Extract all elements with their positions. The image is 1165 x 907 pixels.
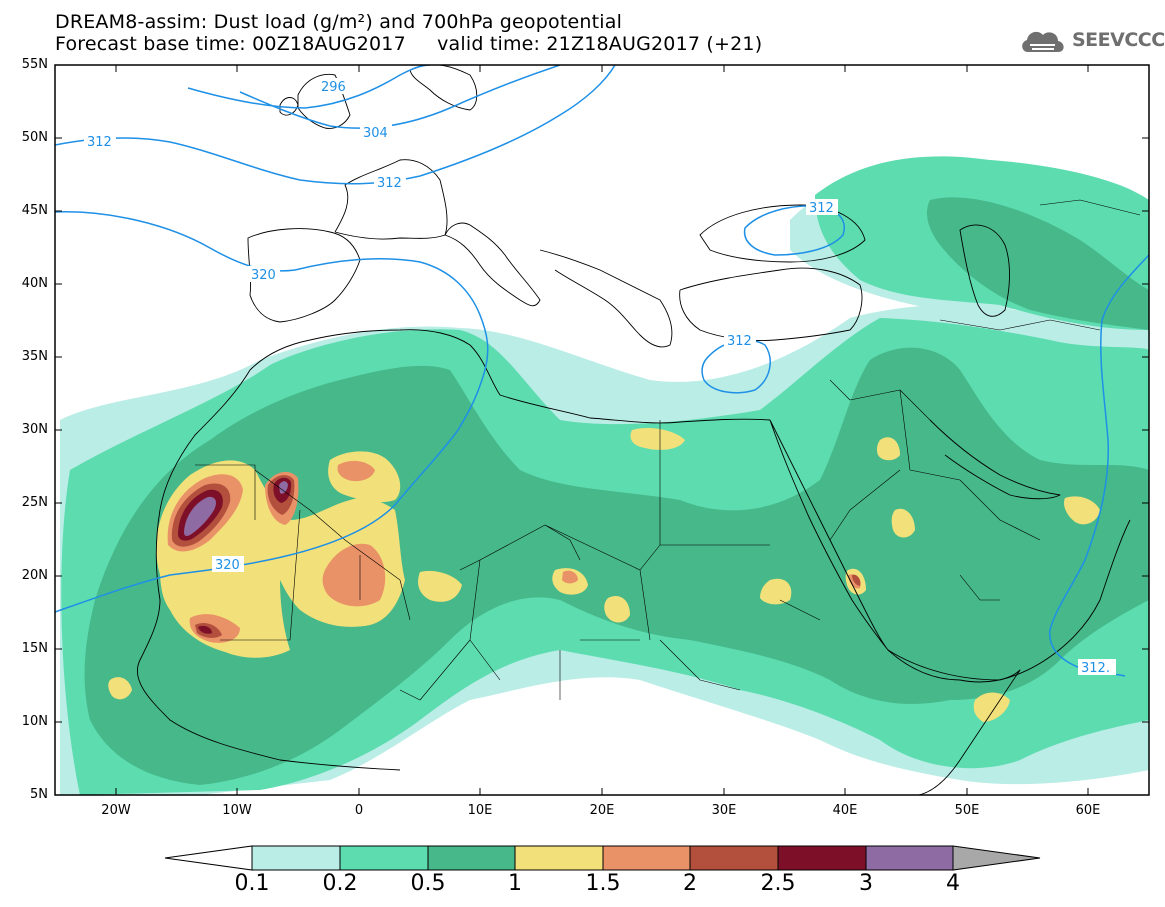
country-borders (195, 199, 1141, 701)
lat-tick-label: 35N (21, 349, 48, 364)
contour-label: 312 (87, 135, 112, 150)
lon-tick-label: 60E (1075, 803, 1101, 818)
contour-label: 312 (809, 201, 834, 216)
contour-312-black-sea (743, 205, 845, 256)
contour-label: 312. (1081, 661, 1110, 676)
lon-tick-label: 20W (101, 803, 131, 818)
colorbar-tick-label: 0.2 (322, 871, 358, 896)
colorbar-tick-label: 2 (683, 871, 697, 896)
colorbar (164, 845, 1041, 871)
contour-labels: 296 304 312 312 320 320 312 312 312. (84, 78, 1116, 676)
contour-312-east (1049, 254, 1149, 677)
north-africa-coast (249, 329, 771, 424)
colorbar-tick-label: 0.1 (234, 871, 270, 896)
colorbar-tick-label: 1 (508, 871, 522, 896)
lat-tick-label: 50N (21, 130, 48, 145)
horn-of-africa (887, 649, 1021, 795)
british-isles (279, 73, 351, 129)
lat-tick-label: 15N (21, 641, 48, 656)
scandinavia (409, 65, 478, 111)
map-subtitle-times: Forecast base time: 00Z18AUG2017 valid t… (55, 33, 763, 55)
caspian-sea (959, 224, 1010, 317)
lat-tick-label: 30N (21, 422, 48, 437)
colorbar-tick-label: 2.5 (760, 871, 796, 896)
lat-tick-label: 40N (21, 276, 48, 291)
west-africa-coast (136, 369, 401, 771)
lon-tick-label: 20E (589, 803, 615, 818)
map-title: DREAM8-assim: Dust load (g/m²) and 700hP… (55, 11, 623, 33)
lat-tick-label: 10N (21, 714, 48, 729)
france-coast (334, 159, 448, 240)
axis-ticks (55, 64, 1149, 796)
contour-296 (187, 65, 431, 109)
contour-label: 320 (215, 558, 240, 573)
lat-tick-label: 55N (21, 57, 48, 72)
colorbar-bin (865, 845, 954, 871)
contour-label: 320 (251, 268, 276, 283)
arabia-coast (887, 519, 1131, 681)
black-sea (699, 204, 866, 263)
persian-gulf (929, 419, 1061, 500)
turkey-coast (679, 267, 863, 341)
colorbar-tick-label: 3 (859, 871, 873, 896)
colorbar-tick-label: 1.5 (585, 871, 621, 896)
italy-coast (444, 222, 541, 307)
balkans-greece (539, 249, 673, 348)
lon-tick-label: 0 (354, 803, 364, 818)
cloud-icon (1022, 31, 1064, 52)
lat-tick-label: 20N (21, 568, 48, 583)
lon-tick-label: 30E (711, 803, 737, 818)
contour-label: 304 (363, 126, 388, 141)
colorbar-bin (339, 845, 429, 871)
contour-304 (239, 65, 561, 129)
lon-tick-label: 40E (832, 803, 858, 818)
colorbar-bin (427, 845, 516, 871)
colorbar-under-triangle (164, 845, 253, 871)
dust-shading (60, 156, 1149, 795)
colorbar-bin (689, 845, 779, 871)
contour-label: 296 (321, 80, 346, 95)
colorbar-bin (777, 845, 867, 871)
colorbar-over-triangle (952, 845, 1041, 871)
iberia-coast (247, 228, 361, 323)
colorbar-bin (514, 845, 604, 871)
lat-tick-label: 45N (21, 203, 48, 218)
coastlines-and-borders (136, 65, 1141, 795)
lat-tick-label: 25N (21, 495, 48, 510)
lon-tick-label: 50E (954, 803, 980, 818)
contour-label: 312 (377, 176, 402, 191)
dust-level-4 (184, 481, 288, 536)
lon-tick-label: 10E (467, 803, 493, 818)
contour-label: 312 (727, 334, 752, 349)
colorbar-tick-label: 0.5 (410, 871, 446, 896)
colorbar-bin (251, 845, 341, 871)
red-sea (769, 419, 889, 651)
lon-tick-label: 10W (222, 803, 252, 818)
contour-312-north (55, 65, 616, 185)
colorbar-bin (602, 845, 691, 871)
logo-text: SEEVCCC (1072, 29, 1165, 51)
lat-tick-label: 5N (30, 787, 48, 802)
colorbar-tick-label: 4 (946, 871, 960, 896)
